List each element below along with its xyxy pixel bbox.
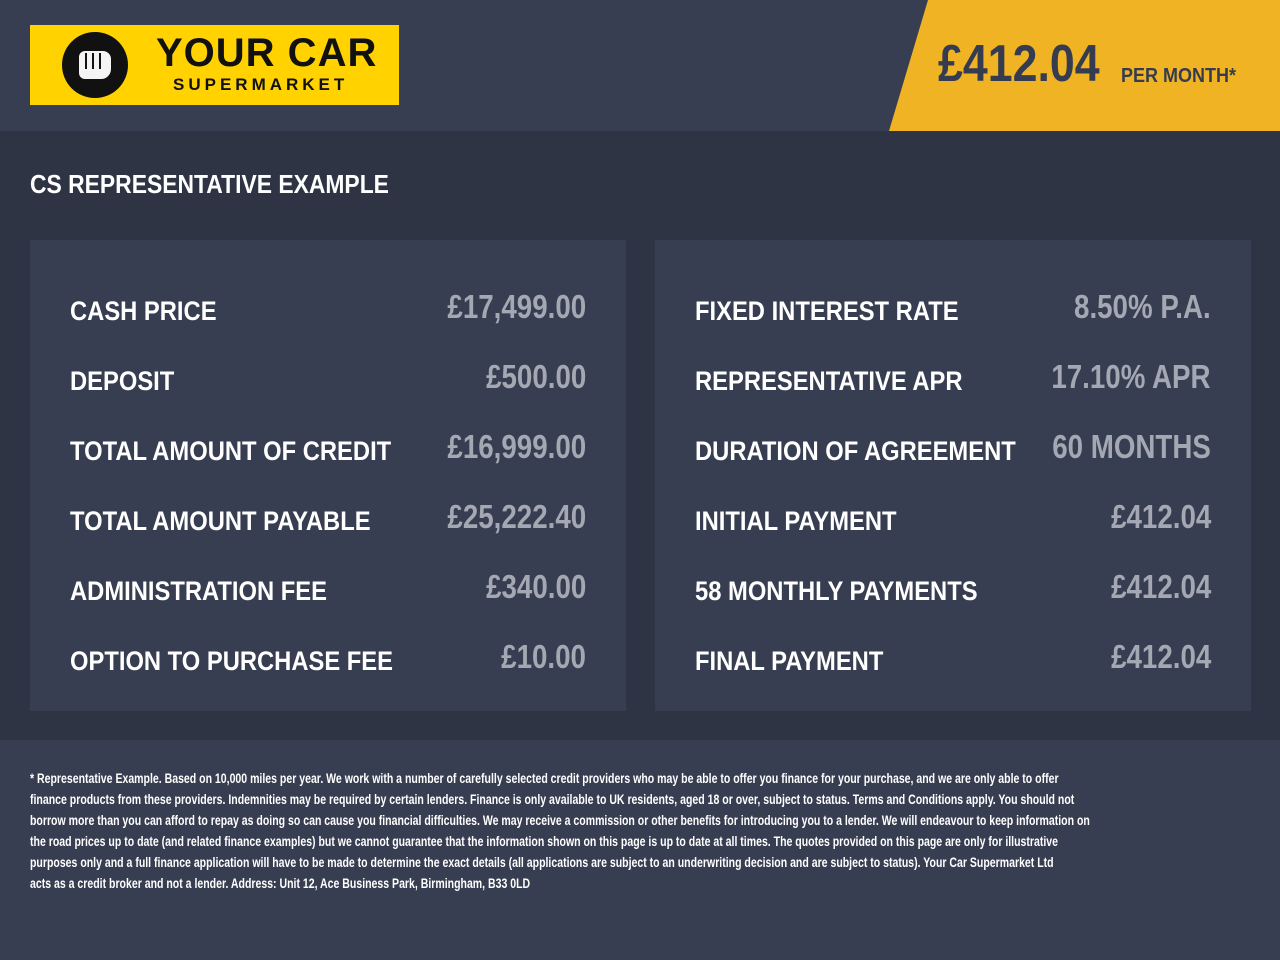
finance-row: DEPOSIT £500.00	[70, 358, 586, 398]
row-label: INITIAL PAYMENT	[695, 506, 897, 536]
disclaimer-line: acts as a credit broker and not a lender…	[30, 876, 531, 891]
row-value: £412.04	[1110, 568, 1211, 605]
pointing-fist-icon	[62, 32, 128, 98]
brand-logo: YOUR CAR SUPERMARKET	[30, 25, 399, 105]
monthly-price: £412.04	[938, 35, 1100, 93]
finance-row: CASH PRICE £17,499.00	[70, 288, 586, 328]
finance-row: REPRESENTATIVE APR 17.10% APR	[695, 358, 1211, 398]
finance-row: ADMINISTRATION FEE £340.00	[70, 568, 586, 608]
disclaimer-line: borrow more than you can afford to repay…	[30, 813, 1090, 828]
row-label: DURATION OF AGREEMENT	[695, 436, 1016, 466]
per-month-label: PER MONTH*	[1121, 65, 1237, 87]
row-label: CASH PRICE	[70, 296, 217, 326]
row-value: £412.04	[1110, 498, 1211, 535]
header: YOUR CAR SUPERMARKET £412.04 PER MONTH*	[0, 0, 1280, 131]
row-label: 58 MONTHLY PAYMENTS	[695, 576, 978, 606]
row-value: 8.50% P.A.	[1074, 288, 1211, 325]
section-title: CS REPRESENTATIVE EXAMPLE	[30, 169, 389, 199]
row-label: OPTION TO PURCHASE FEE	[70, 646, 394, 676]
row-label: DEPOSIT	[70, 366, 175, 396]
row-label: ADMINISTRATION FEE	[70, 576, 327, 606]
logo-line1: YOUR CAR	[156, 31, 378, 75]
finance-panel-left: CASH PRICE £17,499.00 DEPOSIT £500.00 TOTA…	[30, 240, 626, 711]
row-value: £16,999.00	[447, 428, 586, 465]
disclaimer-line: purposes only and a full finance applica…	[30, 855, 1054, 870]
row-value: 60 MONTHS	[1052, 428, 1211, 465]
row-value: £340.00	[485, 568, 586, 605]
disclaimer-line: the road prices up to date (and related …	[30, 834, 1059, 849]
row-value: £17,499.00	[447, 288, 586, 325]
row-value: 17.10% APR	[1051, 358, 1211, 395]
row-label: FIXED INTEREST RATE	[695, 296, 959, 326]
disclaimer-line: * Representative Example. Based on 10,00…	[30, 771, 1059, 786]
finance-row: TOTAL AMOUNT PAYABLE £25,222.40	[70, 498, 586, 538]
finance-row: FIXED INTEREST RATE 8.50% P.A.	[695, 288, 1211, 328]
row-label: FINAL PAYMENT	[695, 646, 884, 676]
disclaimer-line: finance products from these providers. I…	[30, 792, 1075, 807]
finance-row: TOTAL AMOUNT OF CREDIT £16,999.00	[70, 428, 586, 468]
row-label: REPRESENTATIVE APR	[695, 366, 963, 396]
disclaimer: * Representative Example. Based on 10,00…	[0, 740, 1280, 960]
row-value: £412.04	[1110, 638, 1211, 675]
price-banner	[889, 0, 1280, 131]
row-value: £500.00	[485, 358, 586, 395]
row-value: £25,222.40	[447, 498, 586, 535]
logo-line2: SUPERMARKET	[173, 75, 349, 94]
finance-panel-right: FIXED INTEREST RATE 8.50% P.A. REPRESENTA…	[655, 240, 1251, 711]
finance-row: 58 MONTHLY PAYMENTS £412.04	[695, 568, 1211, 608]
finance-row: DURATION OF AGREEMENT 60 MONTHS	[695, 428, 1211, 468]
finance-row: INITIAL PAYMENT £412.04	[695, 498, 1211, 538]
row-value: £10.00	[501, 638, 586, 675]
row-label: TOTAL AMOUNT OF CREDIT	[70, 436, 392, 466]
row-label: TOTAL AMOUNT PAYABLE	[70, 506, 371, 536]
finance-row: OPTION TO PURCHASE FEE £10.00	[70, 638, 586, 678]
finance-row: FINAL PAYMENT £412.04	[695, 638, 1211, 678]
